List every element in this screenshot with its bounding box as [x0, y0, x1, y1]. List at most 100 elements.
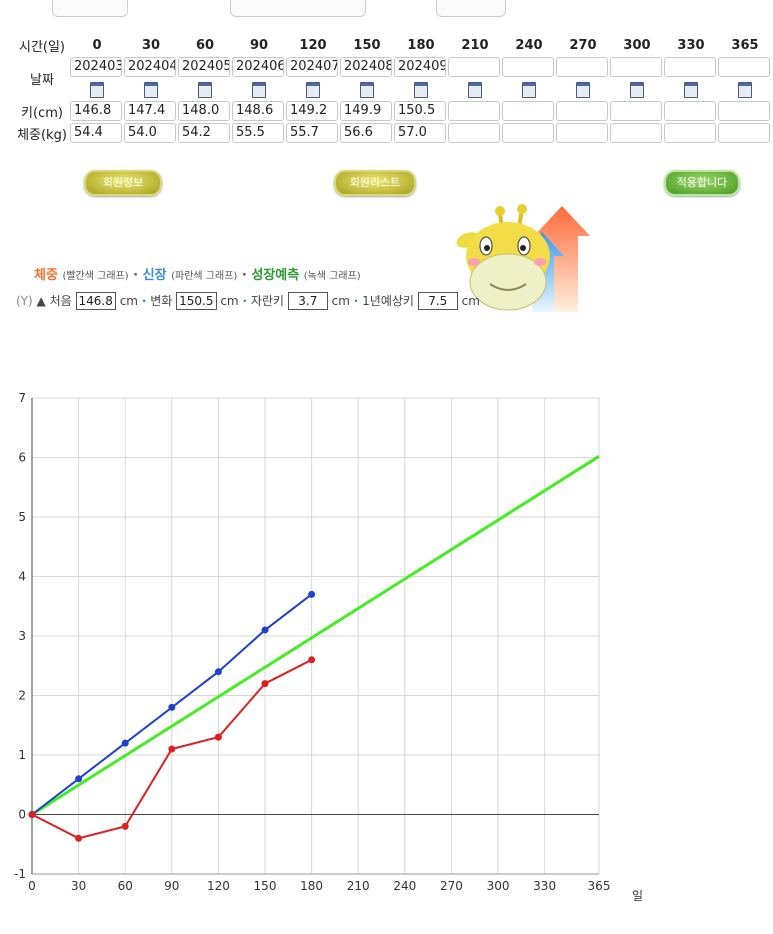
member-info-button[interactable]: 회원정보 [84, 170, 162, 196]
x-axis-label: 일 [632, 889, 643, 903]
date-input[interactable]: 202406 [232, 57, 284, 77]
date-input[interactable] [448, 57, 500, 77]
weight-input[interactable]: 54.4 [70, 123, 122, 143]
date-input[interactable] [664, 57, 716, 77]
grown-label: 자란키 [250, 294, 284, 308]
weight-data-point [28, 811, 36, 818]
height-data-point [261, 626, 269, 634]
day-header: 300 [623, 37, 651, 53]
height-input[interactable]: 148.6 [232, 101, 284, 121]
weight-input[interactable] [502, 123, 554, 143]
calendar-icon[interactable] [144, 82, 158, 98]
day-header: 120 [299, 37, 327, 53]
x-tick-label: 60 [118, 879, 133, 893]
height-input[interactable]: 150.5 [394, 101, 446, 121]
calendar-icon[interactable] [90, 82, 104, 98]
height-input[interactable]: 146.8 [70, 101, 122, 121]
calendar-icon[interactable] [414, 82, 428, 98]
calendar-icon[interactable] [738, 82, 752, 98]
height-input[interactable] [610, 101, 662, 121]
y-tick-label: 2 [18, 689, 26, 703]
weight-input[interactable] [664, 123, 716, 143]
x-tick-label: 90 [164, 879, 179, 893]
date-label: 날짜 [30, 72, 54, 88]
top-input-2[interactable] [230, 0, 366, 17]
growth-legend-note: (녹색 그래프) [303, 271, 361, 282]
weight-input[interactable] [718, 123, 770, 143]
growth-legend: 성장예측 [251, 268, 300, 283]
weight-input[interactable]: 55.5 [232, 123, 284, 143]
height-input[interactable]: 149.2 [286, 101, 338, 121]
height-input[interactable] [556, 101, 608, 121]
growth-series-line [31, 455, 600, 816]
y-tick-label: 7 [18, 391, 26, 405]
unit-label: cm [220, 294, 239, 308]
bullet-icon: · [141, 294, 147, 308]
height-input[interactable] [718, 101, 770, 121]
date-input[interactable] [502, 57, 554, 77]
height-input[interactable] [448, 101, 500, 121]
apply-button[interactable]: 적용합니다 [664, 170, 740, 196]
weight-input[interactable]: 54.2 [178, 123, 230, 143]
day-header: 30 [141, 37, 161, 53]
y-tick-label: 3 [18, 629, 26, 643]
calendar-icon[interactable] [198, 82, 212, 98]
bullet-icon: · [242, 294, 248, 308]
calendar-icon[interactable] [252, 82, 266, 98]
height-label: 키(cm) [21, 105, 63, 121]
date-input[interactable] [556, 57, 608, 77]
weight-input[interactable]: 56.6 [340, 123, 392, 143]
start-value: 146.8 [75, 292, 116, 310]
calendar-icon[interactable] [684, 82, 698, 98]
calendar-icon[interactable] [306, 82, 320, 98]
grown-value: 3.7 [287, 292, 328, 310]
day-header: 365 [731, 37, 759, 53]
calendar-icon[interactable] [522, 82, 536, 98]
calendar-icon[interactable] [576, 82, 590, 98]
x-tick-label: 30 [71, 879, 86, 893]
height-input[interactable]: 147.4 [124, 101, 176, 121]
height-input[interactable]: 149.9 [340, 101, 392, 121]
top-input-1[interactable] [52, 0, 128, 17]
member-list-button[interactable]: 회원리스트 [334, 170, 416, 196]
top-form-strip [0, 0, 773, 22]
date-input[interactable] [718, 57, 770, 77]
time-label: 시간(일) [18, 39, 66, 55]
date-input[interactable]: 202408 [340, 57, 392, 77]
date-input[interactable]: 202407 [286, 57, 338, 77]
weight-input[interactable]: 55.7 [286, 123, 338, 143]
predict-value: 7.5 [417, 292, 458, 310]
legend-separator: · [241, 268, 247, 283]
y-tick-label: 1 [18, 748, 26, 762]
date-input[interactable]: 202409 [394, 57, 446, 77]
date-input[interactable]: 202403 [70, 57, 122, 77]
y-tick-label: 4 [18, 570, 26, 584]
height-input[interactable] [502, 101, 554, 121]
calendar-icon[interactable] [468, 82, 482, 98]
height-input[interactable] [664, 101, 716, 121]
calendar-icon[interactable] [630, 82, 644, 98]
date-input[interactable]: 202405 [178, 57, 230, 77]
giraffe-mascot-icon [456, 204, 590, 312]
height-input[interactable]: 148.0 [178, 101, 230, 121]
change-value: 150.5 [176, 292, 217, 310]
date-input[interactable] [610, 57, 662, 77]
day-header: 270 [569, 37, 597, 53]
unit-label: cm [461, 294, 480, 308]
y-axis-label: (Y) [16, 294, 33, 308]
weight-input[interactable]: 57.0 [394, 123, 446, 143]
calendar-icon[interactable] [360, 82, 374, 98]
weight-legend: 체중 [34, 268, 58, 283]
x-tick-label: 210 [347, 879, 370, 893]
weight-input[interactable] [448, 123, 500, 143]
weight-input[interactable] [610, 123, 662, 143]
weight-input[interactable] [556, 123, 608, 143]
date-input[interactable]: 202404 [124, 57, 176, 77]
legend-separator: · [133, 268, 139, 283]
change-label: 변화 [150, 294, 173, 308]
weight-data-point [121, 822, 129, 830]
weight-input[interactable]: 54.0 [124, 123, 176, 143]
height-data-point [75, 775, 83, 783]
top-select[interactable] [436, 0, 506, 17]
y-tick-label: -1 [14, 867, 26, 881]
